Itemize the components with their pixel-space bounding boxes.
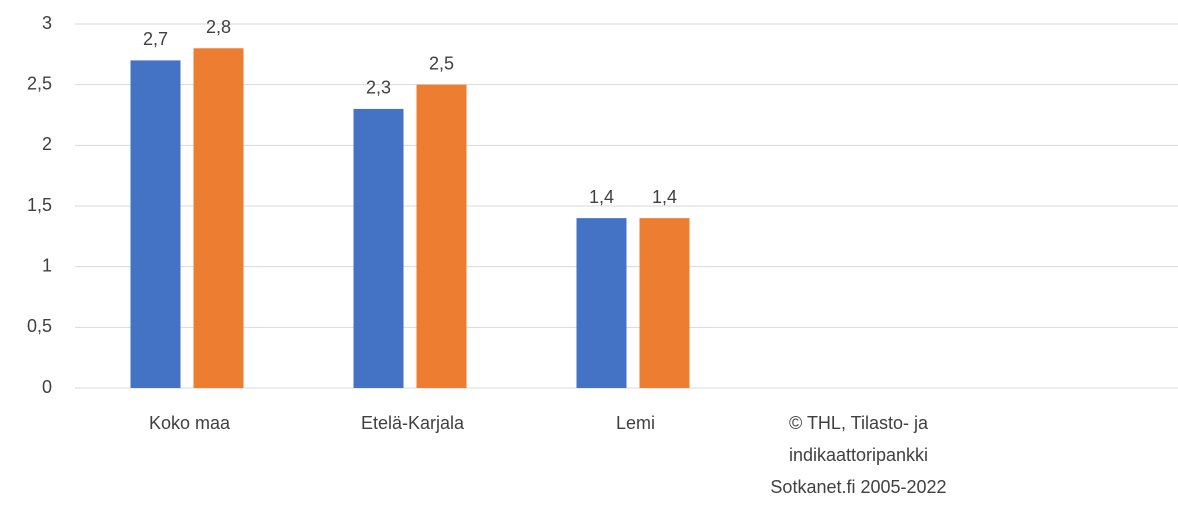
data-label: 2,3 [366, 78, 391, 98]
y-tick-label: 0,5 [27, 316, 52, 336]
y-tick-label: 2,5 [27, 73, 52, 93]
x-tick-label: Lemi [615, 413, 655, 433]
bar [416, 84, 467, 389]
data-label: 2,7 [143, 29, 168, 49]
bar [576, 218, 627, 388]
bar [130, 60, 181, 389]
y-tick-label: 2 [42, 134, 52, 154]
data-label: 2,5 [429, 53, 454, 73]
y-tick-label: 1 [42, 255, 52, 275]
y-tick-label: 3 [42, 13, 52, 33]
x-tick-label: Etelä-Karjala [360, 413, 465, 433]
bar [193, 48, 244, 389]
y-tick-label: 1,5 [27, 195, 52, 215]
bar [639, 218, 690, 388]
data-label: 2,8 [206, 17, 231, 37]
bar [353, 108, 404, 388]
y-tick-label: 0 [42, 377, 52, 397]
x-tick-label: © THL, Tilasto- ja indikaattoripankki So… [770, 413, 947, 497]
data-label: 1,4 [589, 187, 614, 207]
x-tick-label: Koko maa [148, 413, 231, 433]
data-label: 1,4 [652, 187, 677, 207]
